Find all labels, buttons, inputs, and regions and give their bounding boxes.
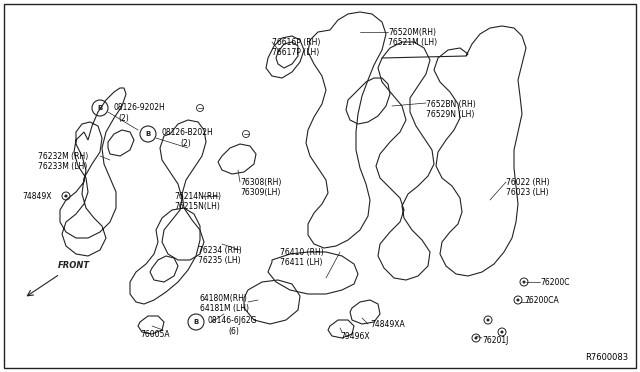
Text: 76233M (LH): 76233M (LH) [38, 162, 87, 171]
Text: (6): (6) [228, 327, 239, 336]
Circle shape [65, 195, 67, 198]
Text: B: B [97, 105, 102, 111]
Text: FRONT: FRONT [58, 261, 90, 270]
Text: 76235 (LH): 76235 (LH) [198, 256, 241, 265]
Text: 76200C: 76200C [540, 278, 570, 287]
Circle shape [486, 318, 490, 321]
Text: 76214N(RH): 76214N(RH) [174, 192, 221, 201]
Text: 64181M (LH): 64181M (LH) [200, 304, 249, 313]
Text: 08146-6J62G: 08146-6J62G [208, 316, 257, 325]
Text: 76617P (LH): 76617P (LH) [272, 48, 319, 57]
Text: B: B [145, 131, 150, 137]
Circle shape [500, 330, 504, 334]
Circle shape [522, 280, 525, 283]
Circle shape [474, 337, 477, 340]
Text: 76023 (LH): 76023 (LH) [506, 188, 548, 197]
Text: 74849XA: 74849XA [370, 320, 404, 329]
Text: 79496X: 79496X [340, 332, 370, 341]
Text: 76022 (RH): 76022 (RH) [506, 178, 550, 187]
Text: 76411 (LH): 76411 (LH) [280, 258, 323, 267]
Text: 7652BN (RH): 7652BN (RH) [426, 100, 476, 109]
Text: 76234 (RH): 76234 (RH) [198, 246, 242, 255]
Text: 08126-9202H: 08126-9202H [114, 103, 166, 112]
Text: 76521M (LH): 76521M (LH) [388, 38, 437, 47]
Text: 76308(RH): 76308(RH) [240, 178, 282, 187]
Text: (2): (2) [180, 139, 191, 148]
Circle shape [516, 298, 520, 301]
Text: 76215N(LH): 76215N(LH) [174, 202, 220, 211]
Text: B: B [193, 319, 198, 325]
Text: 76410 (RH): 76410 (RH) [280, 248, 324, 257]
Text: 76200CA: 76200CA [524, 296, 559, 305]
Text: 08126-B202H: 08126-B202H [162, 128, 214, 137]
Text: 74849X: 74849X [22, 192, 51, 201]
Text: 76232M (RH): 76232M (RH) [38, 152, 88, 161]
Text: (2): (2) [118, 114, 129, 123]
Text: 76529N (LH): 76529N (LH) [426, 110, 474, 119]
Text: 64180M(RH): 64180M(RH) [200, 294, 248, 303]
Text: R7600083: R7600083 [585, 353, 628, 362]
Text: 76309(LH): 76309(LH) [240, 188, 280, 197]
Text: 76201J: 76201J [482, 336, 508, 345]
Text: 76005A: 76005A [140, 330, 170, 339]
Text: 76520M(RH): 76520M(RH) [388, 28, 436, 37]
Text: 76616P (RH): 76616P (RH) [272, 38, 321, 47]
